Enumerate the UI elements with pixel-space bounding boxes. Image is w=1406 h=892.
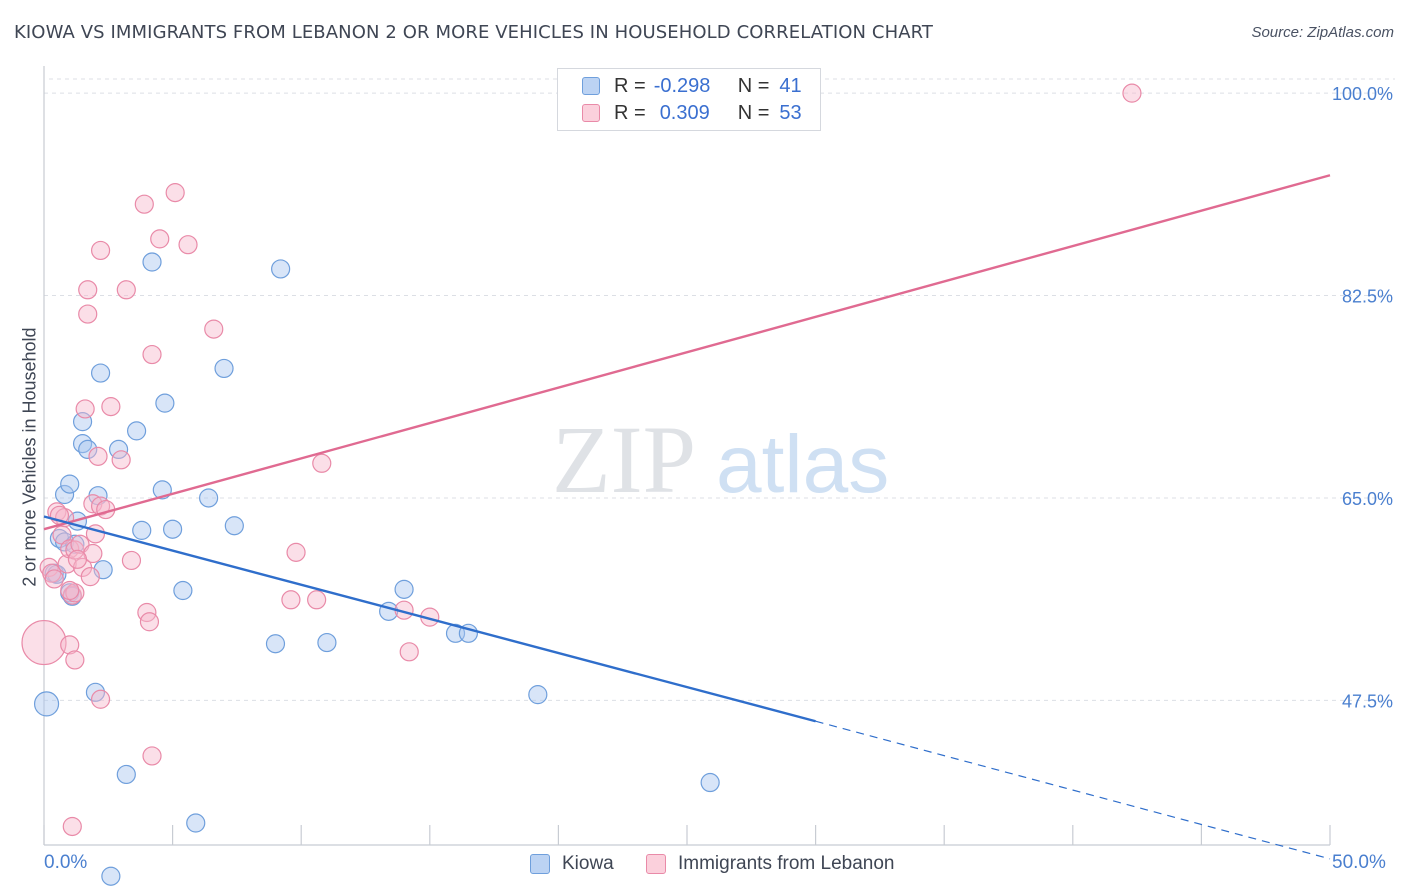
lebanon-point-26 bbox=[90, 689, 111, 709]
kiowa-point-30 bbox=[224, 516, 244, 536]
kiowa-point-21 bbox=[132, 520, 152, 540]
kiowa-point-24 bbox=[155, 393, 175, 413]
lebanon-point-36 bbox=[142, 746, 162, 766]
kiowa-n-value: 41 bbox=[779, 74, 802, 97]
lebanon-r-label: R = bbox=[614, 101, 646, 124]
y-tick-label-1: 65.0% bbox=[1342, 489, 1393, 509]
lebanon-r-value: 0.309 bbox=[659, 101, 710, 124]
kiowa-legend-swatch bbox=[530, 854, 550, 874]
lebanon-trend-line bbox=[43, 174, 1331, 531]
kiowa-point-19 bbox=[116, 764, 136, 785]
kiowa-point-0 bbox=[33, 691, 60, 717]
kiowa-point-15 bbox=[90, 363, 111, 383]
kiowa-point-29 bbox=[214, 358, 234, 379]
kiowa-point-25 bbox=[163, 519, 183, 539]
lebanon-point-46 bbox=[399, 642, 419, 662]
lebanon-point-18 bbox=[78, 280, 98, 300]
kiowa-n-label: N = bbox=[737, 74, 770, 97]
lebanon-point-48 bbox=[1122, 83, 1142, 103]
lebanon-point-44 bbox=[312, 453, 332, 473]
lebanon-point-35 bbox=[142, 344, 162, 365]
watermark: ZIP atlas bbox=[552, 406, 889, 513]
lebanon-point-32 bbox=[134, 194, 154, 214]
lebanon-legend-label: Immigrants from Lebanon bbox=[678, 853, 895, 874]
trend-lines bbox=[43, 174, 1331, 860]
lebanon-point-34 bbox=[139, 612, 160, 632]
kiowa-point-22 bbox=[142, 252, 162, 272]
lebanon-point-40 bbox=[204, 319, 224, 339]
lebanon-point-27 bbox=[90, 240, 111, 261]
lebanon-point-29 bbox=[111, 450, 131, 470]
kiowa-point-33 bbox=[317, 632, 337, 653]
kiowa-point-10 bbox=[72, 434, 93, 454]
y-tick-label-0: 47.5% bbox=[1342, 691, 1393, 711]
kiowa-legend-label: Kiowa bbox=[562, 853, 614, 874]
lebanon-point-25 bbox=[90, 496, 111, 516]
kiowa-point-12 bbox=[78, 439, 98, 460]
kiowa-point-5 bbox=[60, 474, 80, 494]
kiowa-point-31 bbox=[271, 259, 291, 279]
lebanon-point-19 bbox=[78, 304, 98, 324]
y-tick-label-3: 100.0% bbox=[1332, 84, 1393, 104]
correlation-legend: R = -0.298 N = 41 R = 0.309 N = 53 bbox=[557, 68, 821, 131]
lebanon-point-52 bbox=[67, 549, 88, 569]
lebanon-point-14 bbox=[65, 650, 85, 670]
kiowa-point-32 bbox=[265, 634, 286, 654]
x-tick-max: 50.0% bbox=[1332, 852, 1386, 873]
kiowa-point-39 bbox=[700, 772, 720, 793]
lebanon-point-37 bbox=[150, 229, 170, 249]
lebanon-point-9 bbox=[60, 635, 80, 655]
kiowa-trend-extension bbox=[815, 720, 1331, 860]
lebanon-point-15 bbox=[70, 534, 90, 554]
lebanon-point-39 bbox=[178, 235, 198, 255]
bottom-legend-kiowa: Kiowa bbox=[530, 851, 614, 877]
lebanon-point-31 bbox=[121, 550, 142, 571]
lebanon-point-24 bbox=[88, 446, 108, 466]
watermark-atlas: atlas bbox=[716, 419, 889, 510]
x-tick-min: 0.0% bbox=[44, 852, 88, 873]
lebanon-point-11 bbox=[62, 816, 82, 837]
kiowa-point-26 bbox=[173, 580, 193, 601]
lebanon-point-42 bbox=[286, 542, 306, 562]
lebanon-point-3 bbox=[44, 569, 64, 589]
legend-row-lebanon: R = 0.309 N = 53 bbox=[582, 100, 802, 126]
lebanon-n-value: 53 bbox=[779, 101, 802, 124]
kiowa-point-17 bbox=[101, 866, 121, 886]
kiowa-point-27 bbox=[186, 813, 206, 833]
kiowa-trend-line bbox=[43, 515, 816, 723]
kiowa-r-value: -0.298 bbox=[653, 74, 711, 97]
lebanon-legend-swatch bbox=[646, 854, 666, 874]
lebanon-point-41 bbox=[281, 590, 301, 610]
chart-title: KIOWA VS IMMIGRANTS FROM LEBANON 2 OR MO… bbox=[14, 22, 934, 43]
lebanon-point-30 bbox=[116, 280, 136, 300]
lebanon-swatch bbox=[582, 104, 600, 122]
source-label: Source: ZipAtlas.com bbox=[1251, 24, 1394, 41]
kiowa-point-4 bbox=[54, 484, 75, 505]
legend-row-kiowa: R = -0.298 N = 41 bbox=[582, 73, 802, 99]
kiowa-point-28 bbox=[199, 488, 219, 508]
kiowa-r-label: R = bbox=[614, 74, 646, 97]
lebanon-point-17 bbox=[75, 399, 95, 419]
lebanon-point-20 bbox=[80, 567, 100, 587]
kiowa-point-35 bbox=[394, 579, 414, 599]
kiowa-point-38 bbox=[528, 685, 548, 705]
lebanon-point-49 bbox=[60, 580, 80, 601]
bottom-legend-lebanon: Immigrants from Lebanon bbox=[646, 851, 895, 877]
kiowa-point-20 bbox=[126, 421, 147, 441]
lebanon-point-0 bbox=[21, 619, 67, 666]
lebanon-point-38 bbox=[165, 183, 185, 203]
y-tick-label-2: 82.5% bbox=[1342, 287, 1393, 307]
lebanon-n-label: N = bbox=[737, 101, 770, 124]
watermark-zip: ZIP bbox=[552, 406, 696, 513]
lebanon-point-43 bbox=[307, 590, 327, 610]
lebanon-point-28 bbox=[101, 397, 121, 417]
y-tick-labels: 47.5% 65.0% 82.5% 100.0% bbox=[1332, 84, 1393, 711]
kiowa-swatch bbox=[582, 77, 600, 95]
